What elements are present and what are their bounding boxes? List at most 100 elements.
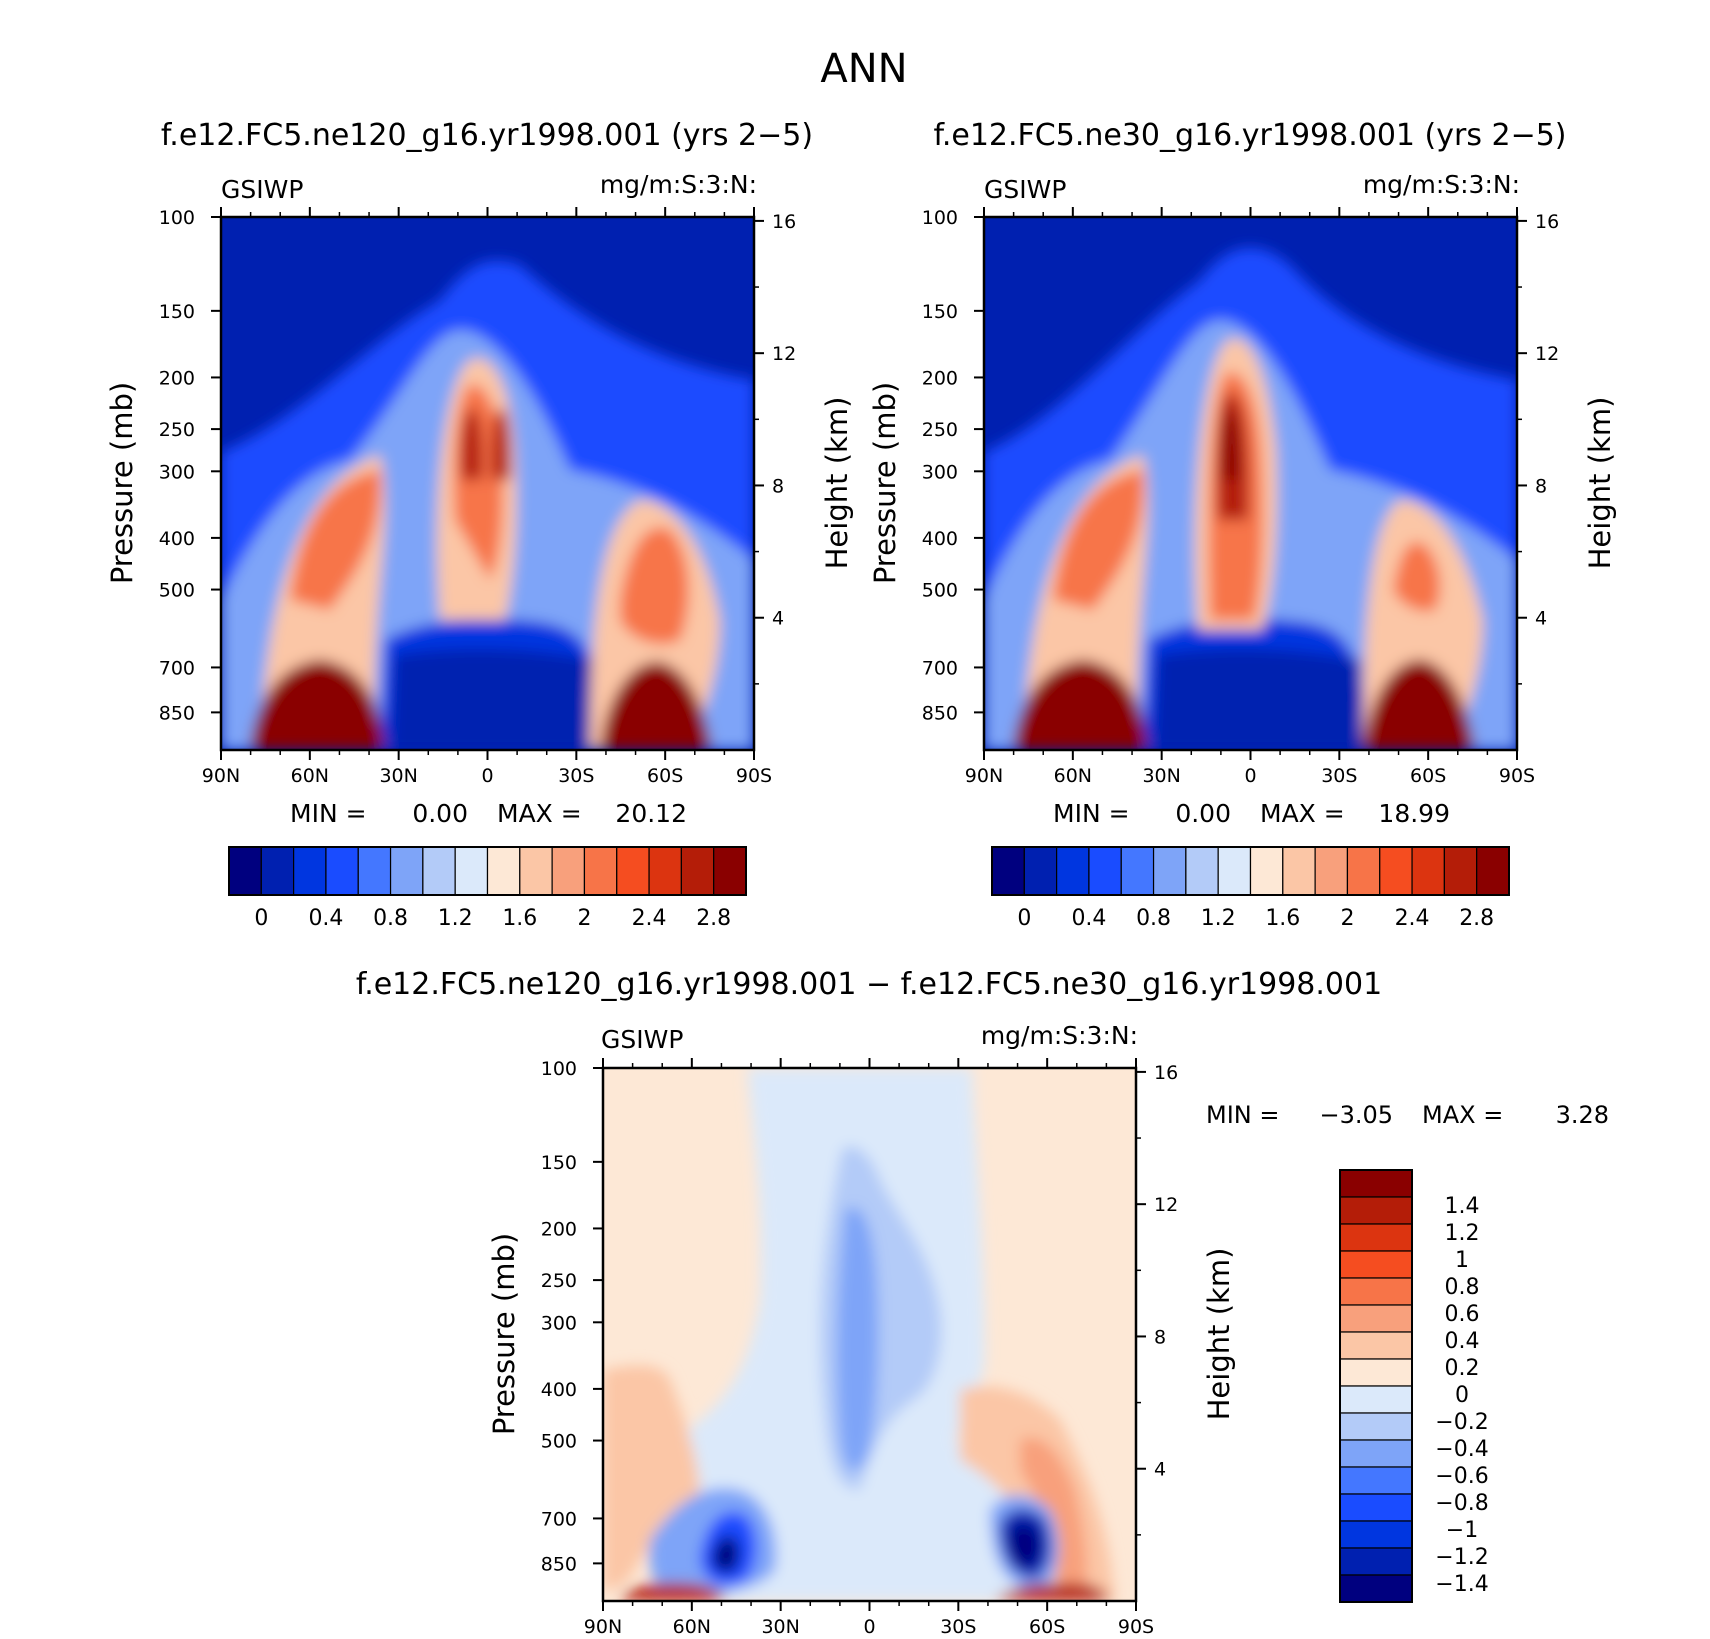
colorbar-swatch xyxy=(260,846,295,896)
x-tick-label: 60N xyxy=(291,765,329,787)
y-tick-label: 500 xyxy=(541,1431,577,1453)
colorbar-swatch xyxy=(648,846,682,896)
y2-tick-label: 16 xyxy=(1535,211,1559,233)
max-value: 20.12 xyxy=(615,799,687,828)
colorbar-swatch xyxy=(1314,846,1349,896)
y-tick-label: 200 xyxy=(159,367,195,389)
y-tick-label: 200 xyxy=(922,367,958,389)
colorbar-swatch xyxy=(616,846,650,896)
colorbar-swatch xyxy=(1411,846,1445,896)
x-tick-label: 60N xyxy=(673,1616,711,1638)
colorbar-swatch xyxy=(1339,1574,1413,1603)
colorbar-label: 2.8 xyxy=(1459,906,1494,931)
panel-title: f.e12.FC5.ne120_g16.yr1998.001 (yrs 2−5) xyxy=(161,118,813,153)
y-tick-label: 150 xyxy=(922,301,958,323)
colorbar-swatch xyxy=(1339,1331,1413,1360)
x-tick-label: 30S xyxy=(940,1616,976,1638)
panel-title: f.e12.FC5.ne120_g16.yr1998.001 − f.e12.F… xyxy=(356,967,1382,1002)
x-tick-label: 30S xyxy=(558,765,594,787)
colorbar-swatch xyxy=(1379,846,1413,896)
colorbar-label: 2.4 xyxy=(632,906,667,931)
y2-tick-label: 4 xyxy=(772,608,784,630)
x-tick-label: 90N xyxy=(965,765,1003,787)
colorbar-label: 2.4 xyxy=(1395,906,1430,931)
colorbar-label: −0.6 xyxy=(1435,1464,1488,1489)
colorbar-swatch xyxy=(389,846,424,896)
colorbar-swatch xyxy=(1339,1412,1413,1441)
y-tick-label: 100 xyxy=(922,207,958,229)
y-tick-label: 250 xyxy=(922,419,958,441)
contour-field xyxy=(221,217,754,750)
colorbar-swatch xyxy=(551,846,586,896)
y2-tick-label: 16 xyxy=(772,211,796,233)
y-axis-label: Pressure (mb) xyxy=(868,382,902,584)
axes: 90N 60N 30N 0 30S 60S 90S 100 150 200 250 300 400 500… xyxy=(159,207,796,787)
y-tick-label: 850 xyxy=(159,702,195,724)
panel-title: f.e12.FC5.ne30_g16.yr1998.001 (yrs 2−5) xyxy=(933,118,1566,153)
contour-field xyxy=(603,1068,1136,1601)
x-tick-label: 0 xyxy=(481,765,493,787)
x-tick-label: 0 xyxy=(1244,765,1256,787)
min-value: 0.00 xyxy=(412,799,468,828)
x-tick-label: 60S xyxy=(647,765,683,787)
variable-label: GSIWP xyxy=(221,175,303,204)
colorbar-label: 0.4 xyxy=(1445,1329,1480,1354)
colorbar-swatch xyxy=(680,846,715,896)
max-label: MAX = xyxy=(1260,799,1345,828)
colorbar-swatch xyxy=(422,846,456,896)
panel-model-ne120: f.e12.FC5.ne120_g16.yr1998.001 (yrs 2−5)… xyxy=(105,118,854,931)
panel-model-ne30: f.e12.FC5.ne30_g16.yr1998.001 (yrs 2−5) … xyxy=(868,118,1617,931)
y-tick-label: 150 xyxy=(159,301,195,323)
colorbar-frame xyxy=(991,846,1510,896)
y2-tick-label: 12 xyxy=(772,343,796,365)
colorbar-label: 2 xyxy=(577,906,591,931)
x-tick-label: 30S xyxy=(1321,765,1357,787)
colorbar-label: 0.4 xyxy=(308,906,343,931)
y-tick-label: 700 xyxy=(159,657,195,679)
y2-tick-label: 8 xyxy=(772,475,784,497)
colorbar-swatch xyxy=(454,846,489,896)
colorbar-label: 1.6 xyxy=(502,906,537,931)
colorbar-label: −1.2 xyxy=(1435,1545,1488,1570)
colorbar-label: 0.8 xyxy=(1445,1275,1480,1300)
colorbar-swatch xyxy=(1339,1169,1413,1198)
y2-tick-label: 12 xyxy=(1154,1194,1178,1216)
colorbar-label: −1.4 xyxy=(1435,1572,1488,1597)
colorbar-label: 1.6 xyxy=(1265,906,1300,931)
y-tick-label: 400 xyxy=(541,1379,577,1401)
colorbar-label: 1.2 xyxy=(1201,906,1236,931)
y2-tick-label: 4 xyxy=(1535,608,1547,630)
y-tick-label: 400 xyxy=(922,528,958,550)
max-label: MAX = xyxy=(1422,1101,1503,1129)
max-label: MAX = xyxy=(497,799,582,828)
x-tick-label: 0 xyxy=(863,1616,875,1638)
colorbar-label: 2.8 xyxy=(696,906,731,931)
colorbar-label: 1.2 xyxy=(438,906,473,931)
colorbar-swatch xyxy=(1185,846,1219,896)
colorbar-swatch xyxy=(1282,846,1316,896)
variable-label: GSIWP xyxy=(601,1025,683,1054)
min-value: −3.05 xyxy=(1319,1101,1393,1129)
y-tick-label: 400 xyxy=(159,528,195,550)
y-tick-label: 850 xyxy=(541,1553,577,1575)
colorbar-swatch xyxy=(1249,846,1284,896)
y-tick-label: 300 xyxy=(541,1312,577,1334)
colorbar-swatch xyxy=(486,846,521,896)
colorbar-label: −0.2 xyxy=(1435,1410,1488,1435)
x-tick-label: 60N xyxy=(1054,765,1092,787)
x-tick-label: 60S xyxy=(1410,765,1446,787)
colorbar-swatch xyxy=(991,846,1025,896)
colorbar-swatch xyxy=(1346,846,1381,896)
colorbar: 0 0.4 0.8 1.2 1.6 2 2.4 2.8 xyxy=(228,846,747,931)
colorbar-frame xyxy=(1339,1169,1413,1603)
colorbar-swatch xyxy=(1476,846,1510,896)
x-tick-label: 30N xyxy=(761,1616,799,1638)
colorbar-label: −1 xyxy=(1446,1518,1478,1543)
y2-axis-label: Height (km) xyxy=(820,397,854,570)
min-label: MIN = xyxy=(1206,1101,1279,1129)
units-label: mg/m:S:3:N: xyxy=(1363,170,1520,199)
colorbar-swatch xyxy=(1339,1493,1413,1522)
colorbar-swatch xyxy=(357,846,392,896)
colorbar-swatch xyxy=(1056,846,1090,896)
